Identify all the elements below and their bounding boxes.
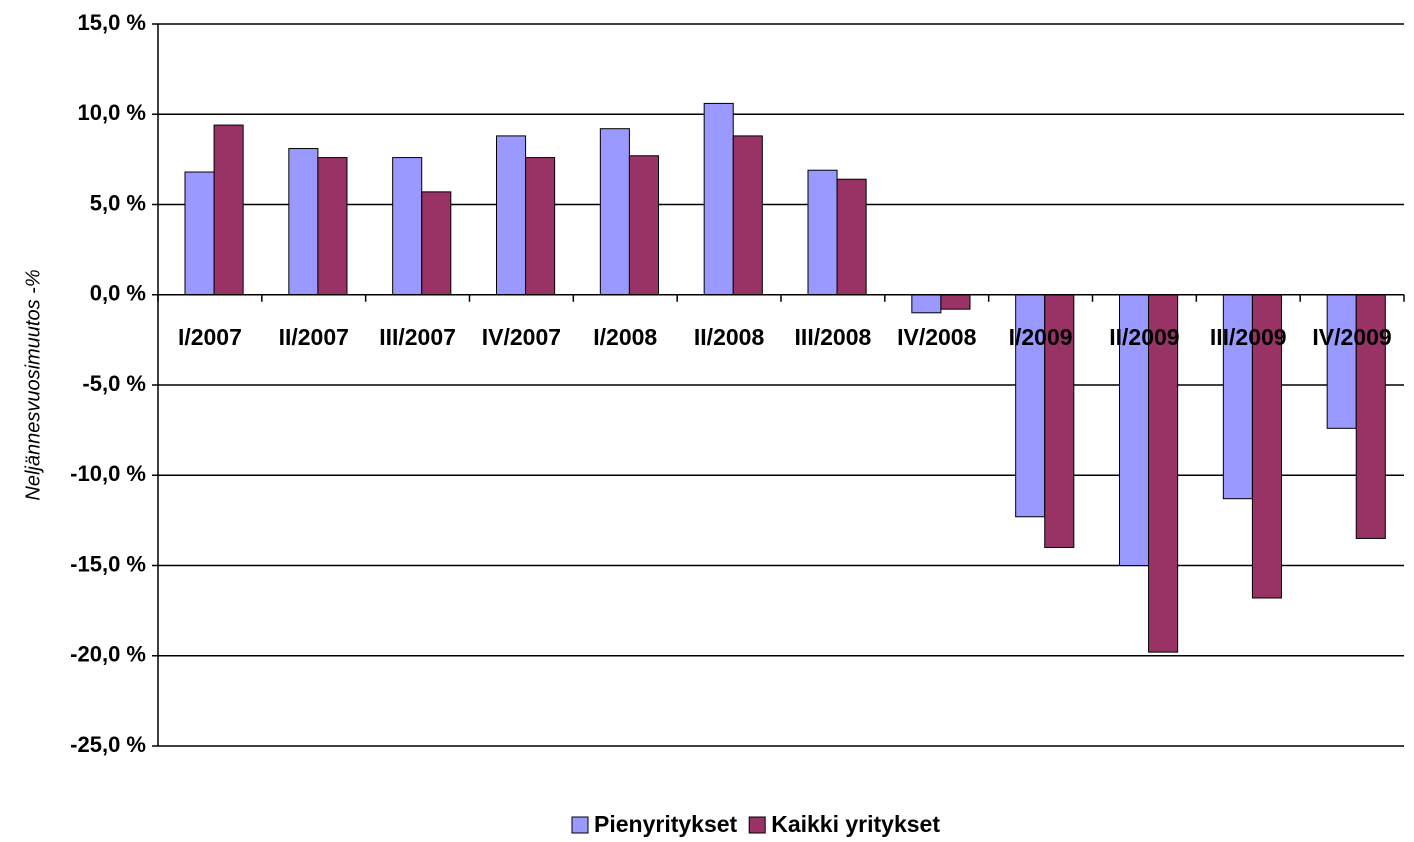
x-tick-label: III/2007	[379, 324, 456, 350]
x-tick-label: IV/2008	[897, 324, 976, 350]
x-tick-label: I/2008	[593, 324, 657, 350]
y-tick-label: -25,0 %	[70, 732, 146, 757]
legend-swatch	[748, 816, 766, 834]
y-axis-label: Neljännesvuosimuutos -%	[22, 269, 44, 500]
x-tick-label: I/2009	[1009, 324, 1073, 350]
bar	[213, 124, 244, 296]
bar	[392, 157, 423, 296]
y-tick-label: -10,0 %	[70, 461, 146, 486]
bar	[732, 135, 763, 296]
x-tick-label: IV/2007	[482, 324, 561, 350]
y-tick-label: -15,0 %	[70, 551, 146, 576]
bar	[940, 294, 971, 310]
bar	[1326, 294, 1357, 429]
x-tick-label: I/2007	[178, 324, 242, 350]
bar	[599, 128, 630, 296]
y-tick-label: 15,0 %	[78, 10, 147, 35]
y-tick-label: 5,0 %	[90, 190, 146, 215]
x-tick-label: II/2008	[694, 324, 765, 350]
bar	[288, 148, 319, 296]
legend-swatch	[571, 816, 589, 834]
bar	[1355, 294, 1386, 539]
x-tick-label: III/2008	[795, 324, 872, 350]
bar	[495, 135, 527, 296]
x-tick-label: II/2007	[279, 324, 349, 350]
legend-label: Pienyritykset	[594, 811, 738, 837]
bar	[911, 294, 942, 314]
bar	[1251, 294, 1282, 599]
y-tick-label: 10,0 %	[78, 100, 147, 125]
y-tick-label: -20,0 %	[70, 642, 146, 667]
bar	[1222, 294, 1253, 500]
y-tick-label: -5,0 %	[82, 371, 146, 396]
bar	[807, 169, 838, 296]
x-tick-label: II/2009	[1109, 324, 1179, 350]
bar	[421, 191, 452, 296]
x-tick-label: IV/2009	[1312, 324, 1391, 350]
x-tick-label: III/2009	[1210, 324, 1287, 350]
bar	[628, 155, 659, 296]
bar	[1044, 294, 1075, 548]
bar	[184, 171, 215, 296]
legend-label: Kaikki yritykset	[771, 811, 940, 837]
bar	[1118, 294, 1150, 566]
bar	[317, 157, 348, 296]
bar	[1148, 294, 1179, 653]
bar	[836, 178, 867, 296]
bar	[703, 102, 734, 296]
bar	[525, 157, 556, 296]
y-tick-label: 0,0 %	[90, 281, 146, 306]
